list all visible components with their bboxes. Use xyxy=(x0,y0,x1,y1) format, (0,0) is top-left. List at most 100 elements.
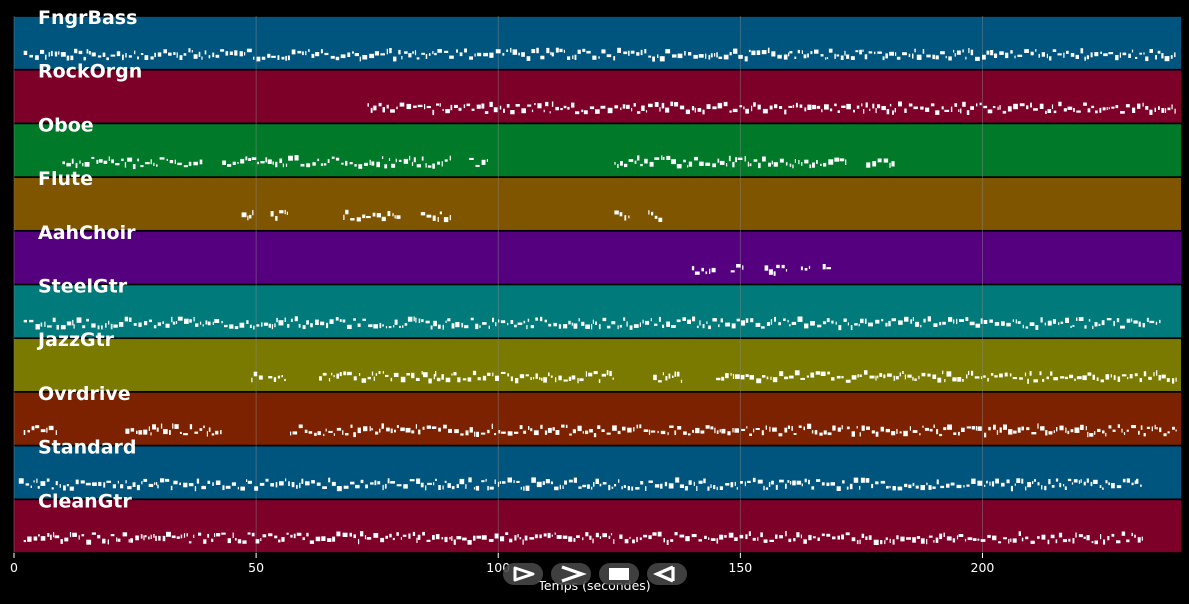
note-mark xyxy=(1057,53,1062,56)
note-mark xyxy=(279,210,284,214)
note-mark xyxy=(662,372,664,376)
note-mark xyxy=(328,477,331,483)
note-mark xyxy=(1008,429,1013,435)
note-mark xyxy=(267,53,271,58)
note-mark xyxy=(154,482,156,485)
note-mark xyxy=(793,538,796,542)
note-mark xyxy=(82,163,84,167)
note-mark xyxy=(946,536,952,541)
note-mark xyxy=(510,320,514,324)
fast-forward-button[interactable] xyxy=(551,563,591,585)
note-mark xyxy=(432,51,434,55)
note-mark xyxy=(1164,56,1170,62)
note-mark xyxy=(135,535,139,541)
note-mark xyxy=(148,483,154,487)
note-mark xyxy=(962,49,964,53)
note-mark xyxy=(650,318,652,322)
note-mark xyxy=(444,480,447,483)
note-mark xyxy=(476,431,479,437)
note-mark xyxy=(306,532,309,537)
note-mark xyxy=(674,532,678,536)
note-mark xyxy=(749,433,752,436)
note-mark xyxy=(377,481,381,485)
note-mark xyxy=(102,52,106,57)
note-mark xyxy=(447,318,451,322)
note-mark xyxy=(984,432,987,438)
note-mark xyxy=(966,110,970,115)
note-mark xyxy=(698,54,704,58)
note-mark xyxy=(1045,110,1047,114)
note-mark xyxy=(937,377,942,383)
note-mark xyxy=(1134,480,1136,485)
note-mark xyxy=(522,539,524,545)
note-mark xyxy=(484,111,489,114)
note-mark xyxy=(865,102,868,108)
note-mark xyxy=(1069,374,1074,379)
note-mark xyxy=(1047,109,1052,113)
note-mark xyxy=(803,426,805,431)
note-mark xyxy=(459,478,465,485)
note-mark xyxy=(922,49,925,54)
note-mark xyxy=(1082,375,1087,381)
note-mark xyxy=(122,532,128,537)
rewind-icon xyxy=(653,565,675,583)
note-mark xyxy=(706,104,711,109)
note-mark xyxy=(384,484,387,489)
note-mark xyxy=(396,484,402,487)
note-mark xyxy=(121,158,124,161)
note-mark xyxy=(401,56,403,60)
note-mark xyxy=(1051,104,1054,109)
note-mark xyxy=(744,56,748,62)
note-mark xyxy=(763,539,768,543)
note-mark xyxy=(362,55,368,60)
note-mark xyxy=(438,485,441,490)
note-mark xyxy=(66,162,71,167)
note-mark xyxy=(749,163,752,167)
note-mark xyxy=(23,319,27,323)
note-mark xyxy=(575,111,580,115)
note-mark xyxy=(425,485,427,491)
note-mark xyxy=(108,156,110,161)
note-mark xyxy=(201,485,206,490)
note-mark xyxy=(948,56,952,61)
note-mark xyxy=(1138,321,1141,327)
note-mark xyxy=(267,159,272,164)
note-mark xyxy=(977,480,983,486)
note-mark xyxy=(1003,537,1007,540)
note-mark xyxy=(45,54,47,60)
note-mark xyxy=(612,425,617,431)
note-mark xyxy=(396,215,401,219)
note-mark xyxy=(1048,479,1051,485)
note-mark xyxy=(683,159,686,163)
note-mark xyxy=(457,377,461,383)
note-mark xyxy=(749,375,754,380)
note-mark xyxy=(571,375,576,380)
note-mark xyxy=(380,537,385,543)
note-mark xyxy=(40,322,43,327)
rewind-button[interactable] xyxy=(647,563,687,585)
note-mark xyxy=(902,371,904,374)
play-button[interactable] xyxy=(503,563,543,585)
note-mark xyxy=(425,54,428,59)
note-mark xyxy=(390,428,393,434)
track-notes-steelgtr xyxy=(23,316,1161,331)
track-lane-ovrdrive xyxy=(14,392,1181,445)
note-mark xyxy=(525,374,529,377)
note-mark xyxy=(1158,106,1160,110)
note-mark xyxy=(309,540,314,544)
note-mark xyxy=(710,53,713,58)
note-mark xyxy=(40,429,46,433)
note-mark xyxy=(785,162,788,166)
stop-button[interactable] xyxy=(599,563,639,585)
note-mark xyxy=(787,480,790,483)
note-mark xyxy=(1172,426,1175,430)
note-mark xyxy=(875,431,879,437)
note-mark xyxy=(883,158,889,163)
note-mark xyxy=(1070,53,1075,57)
note-mark xyxy=(912,317,914,321)
note-mark xyxy=(404,51,408,54)
note-mark xyxy=(411,430,415,434)
note-mark xyxy=(360,479,364,484)
note-mark xyxy=(837,110,840,113)
note-mark xyxy=(691,106,695,111)
